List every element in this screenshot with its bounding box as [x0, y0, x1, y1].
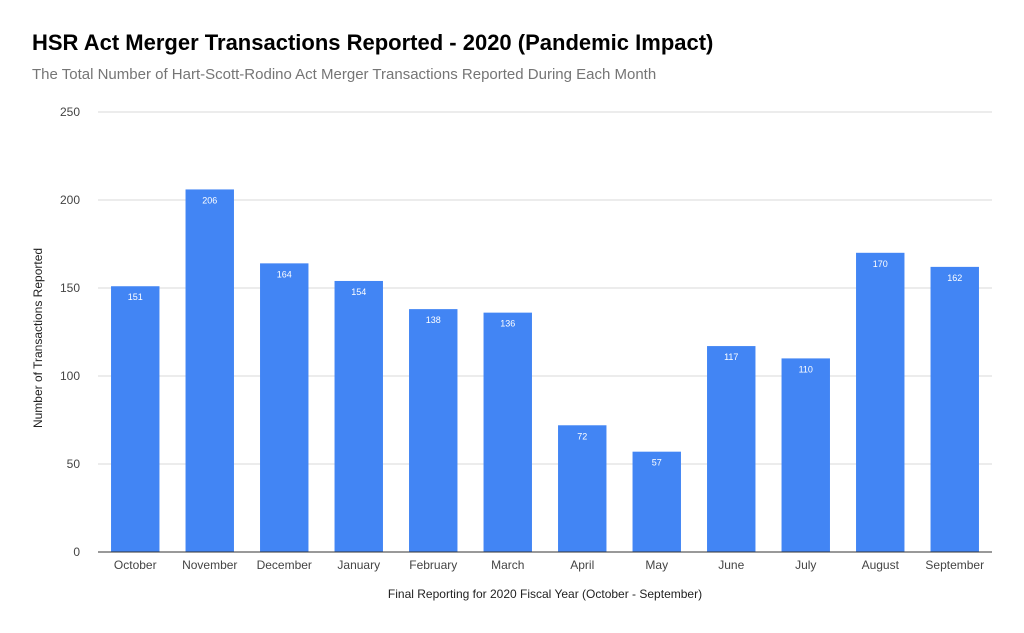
data-label: 151: [128, 292, 143, 302]
x-tick-label: October: [114, 558, 157, 572]
bar-october: [111, 286, 160, 552]
bars: 151 206 164 154 138 136 72 57 117 110 170 162: [111, 189, 979, 553]
bar-may: [632, 451, 681, 552]
bar-april: [558, 425, 607, 552]
chart-title: HSR Act Merger Transactions Reported - 2…: [32, 30, 714, 55]
x-tick-label: November: [182, 558, 237, 572]
bar-march: [483, 312, 532, 552]
x-tick-label: December: [257, 558, 312, 572]
x-tick-label: July: [795, 558, 816, 572]
x-tick-label: February: [409, 558, 457, 572]
y-axis-ticks: 0 50 100 150 200 250: [60, 105, 80, 559]
x-tick-label: March: [491, 558, 524, 572]
y-tick-label: 0: [73, 545, 80, 559]
bar-june: [707, 346, 756, 552]
y-tick-label: 250: [60, 105, 80, 119]
x-axis-ticks: October November December January February Ma…: [114, 558, 984, 572]
data-label: 164: [277, 269, 292, 279]
data-label: 162: [947, 273, 962, 283]
data-label: 154: [351, 287, 366, 297]
bar-july: [781, 358, 830, 552]
bar-february: [409, 309, 458, 552]
bar-november: [185, 189, 234, 552]
y-axis-title: Number of Transactions Reported: [31, 248, 45, 428]
data-label: 138: [426, 315, 441, 325]
data-label: 57: [652, 458, 662, 468]
x-tick-label: August: [862, 558, 900, 572]
data-label: 72: [577, 431, 587, 441]
y-tick-label: 50: [67, 457, 81, 471]
y-tick-label: 150: [60, 281, 80, 295]
bar-august: [856, 252, 905, 553]
x-tick-label: April: [570, 558, 594, 572]
data-label: 206: [202, 195, 217, 205]
bar-december: [260, 263, 309, 552]
y-tick-label: 200: [60, 193, 80, 207]
data-label: 117: [724, 352, 738, 362]
y-tick-label: 100: [60, 369, 80, 383]
data-label: 110: [799, 364, 813, 374]
data-label: 136: [500, 319, 515, 329]
x-tick-label: June: [718, 558, 744, 572]
data-label: 170: [873, 259, 888, 269]
gridlines: [98, 111, 992, 465]
x-axis-title: Final Reporting for 2020 Fiscal Year (Oc…: [388, 587, 702, 601]
x-tick-label: January: [337, 558, 380, 572]
bar-january: [334, 280, 383, 552]
bar-september: [930, 266, 979, 552]
x-tick-label: May: [645, 558, 668, 572]
x-tick-label: September: [925, 558, 984, 572]
chart-subtitle: The Total Number of Hart-Scott-Rodino Ac…: [32, 66, 657, 83]
